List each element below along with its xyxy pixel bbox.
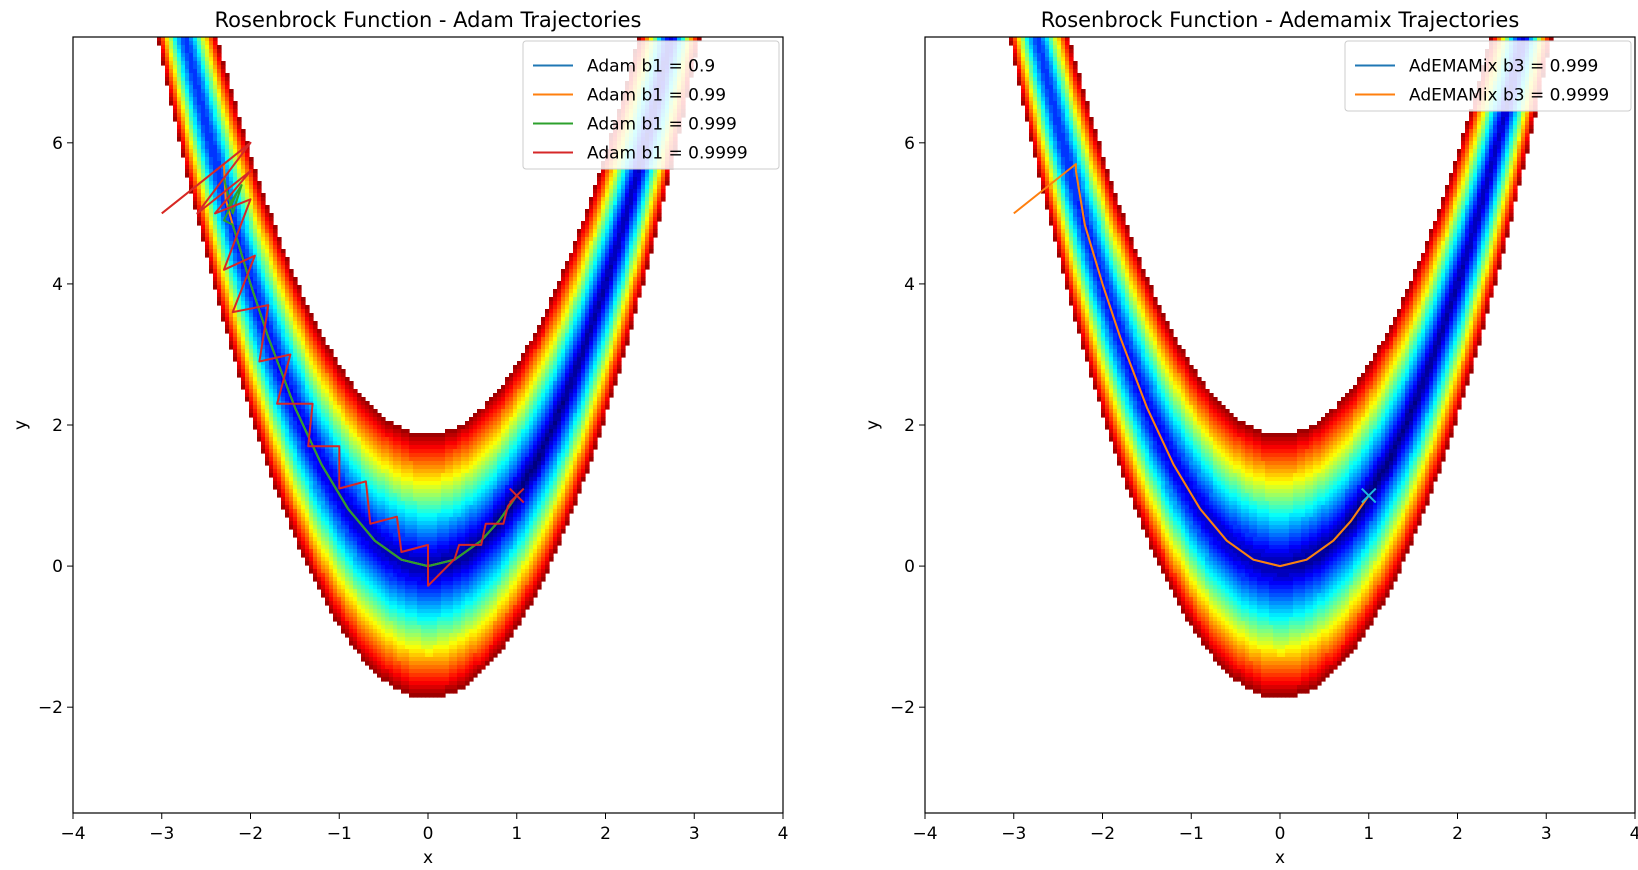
legend-label: AdEMAMix b3 = 0.999 bbox=[1409, 57, 1598, 77]
endpoint-markers bbox=[509, 487, 525, 504]
x-tick-label: −1 bbox=[1179, 824, 1204, 844]
x-tick-label: 0 bbox=[1275, 824, 1286, 844]
contour-background bbox=[1009, 37, 1554, 698]
panel-adam: Rosenbrock Function - Adam Trajectories … bbox=[11, 8, 788, 868]
x-tick-label: 3 bbox=[689, 824, 700, 844]
legend-box bbox=[1344, 40, 1632, 112]
y-axis-ticks: −2 0 2 4 6 bbox=[38, 134, 73, 718]
x-axis-label: x bbox=[423, 848, 433, 868]
legend-label: Adam b1 = 0.999 bbox=[587, 115, 737, 135]
y-tick-label: 6 bbox=[52, 134, 63, 154]
x-tick-label: 4 bbox=[1630, 824, 1638, 844]
y-tick-label: 6 bbox=[904, 134, 915, 154]
x-axis-label: x bbox=[1275, 848, 1285, 868]
x-tick-label: 0 bbox=[423, 824, 434, 844]
x-tick-label: −2 bbox=[238, 824, 263, 844]
x-tick-label: −4 bbox=[60, 824, 85, 844]
x-tick-label: −3 bbox=[149, 824, 174, 844]
y-tick-label: 0 bbox=[904, 557, 915, 577]
minimum-marker bbox=[1361, 487, 1377, 504]
endpoint-markers bbox=[1361, 487, 1377, 504]
series-line-1 bbox=[1013, 163, 1370, 568]
legend: Adam b1 = 0.9 Adam b1 = 0.99 Adam b1 = 0.9… bbox=[522, 40, 780, 170]
x-tick-label: 2 bbox=[600, 824, 611, 844]
legend: AdEMAMix b3 = 0.999 AdEMAMix b3 = 0.9999 bbox=[1344, 40, 1632, 112]
x-tick-label: 3 bbox=[1541, 824, 1552, 844]
x-tick-label: −1 bbox=[327, 824, 352, 844]
y-tick-label: −2 bbox=[890, 698, 915, 718]
y-tick-label: 2 bbox=[52, 416, 63, 436]
minimum-marker bbox=[509, 487, 525, 504]
y-tick-label: 4 bbox=[52, 275, 63, 295]
y-axis-label: y bbox=[11, 420, 31, 430]
chart-title: Rosenbrock Function - Adam Trajectories bbox=[215, 8, 642, 32]
y-axis-label: y bbox=[863, 420, 883, 430]
x-tick-label: 4 bbox=[778, 824, 789, 844]
trajectory-lines bbox=[161, 141, 518, 587]
x-tick-label: 1 bbox=[511, 824, 522, 844]
x-tick-label: 1 bbox=[1363, 824, 1374, 844]
legend-box bbox=[522, 40, 780, 170]
contour-background bbox=[157, 37, 702, 698]
chart-title: Rosenbrock Function - Ademamix Trajector… bbox=[1041, 8, 1520, 32]
x-tick-label: 2 bbox=[1452, 824, 1463, 844]
x-axis-ticks: −4 −3 −2 −1 0 1 2 3 4 bbox=[60, 813, 788, 844]
trajectory-lines bbox=[1013, 163, 1370, 568]
y-tick-label: −2 bbox=[38, 698, 63, 718]
y-tick-label: 2 bbox=[904, 416, 915, 436]
x-tick-label: −3 bbox=[1001, 824, 1026, 844]
legend-label: Adam b1 = 0.99 bbox=[587, 86, 726, 106]
y-tick-label: 4 bbox=[904, 275, 915, 295]
y-tick-label: 0 bbox=[52, 557, 63, 577]
x-tick-label: −4 bbox=[912, 824, 937, 844]
legend-label: AdEMAMix b3 = 0.9999 bbox=[1409, 86, 1609, 106]
series-line-3 bbox=[161, 141, 518, 587]
x-tick-label: −2 bbox=[1090, 824, 1115, 844]
legend-label: Adam b1 = 0.9999 bbox=[587, 144, 748, 164]
panel-ademamix: Rosenbrock Function - Ademamix Trajector… bbox=[863, 8, 1638, 868]
legend-label: Adam b1 = 0.9 bbox=[587, 57, 715, 77]
y-axis-ticks: −2 0 2 4 6 bbox=[890, 134, 925, 718]
x-axis-ticks: −4 −3 −2 −1 0 1 2 3 4 bbox=[912, 813, 1638, 844]
